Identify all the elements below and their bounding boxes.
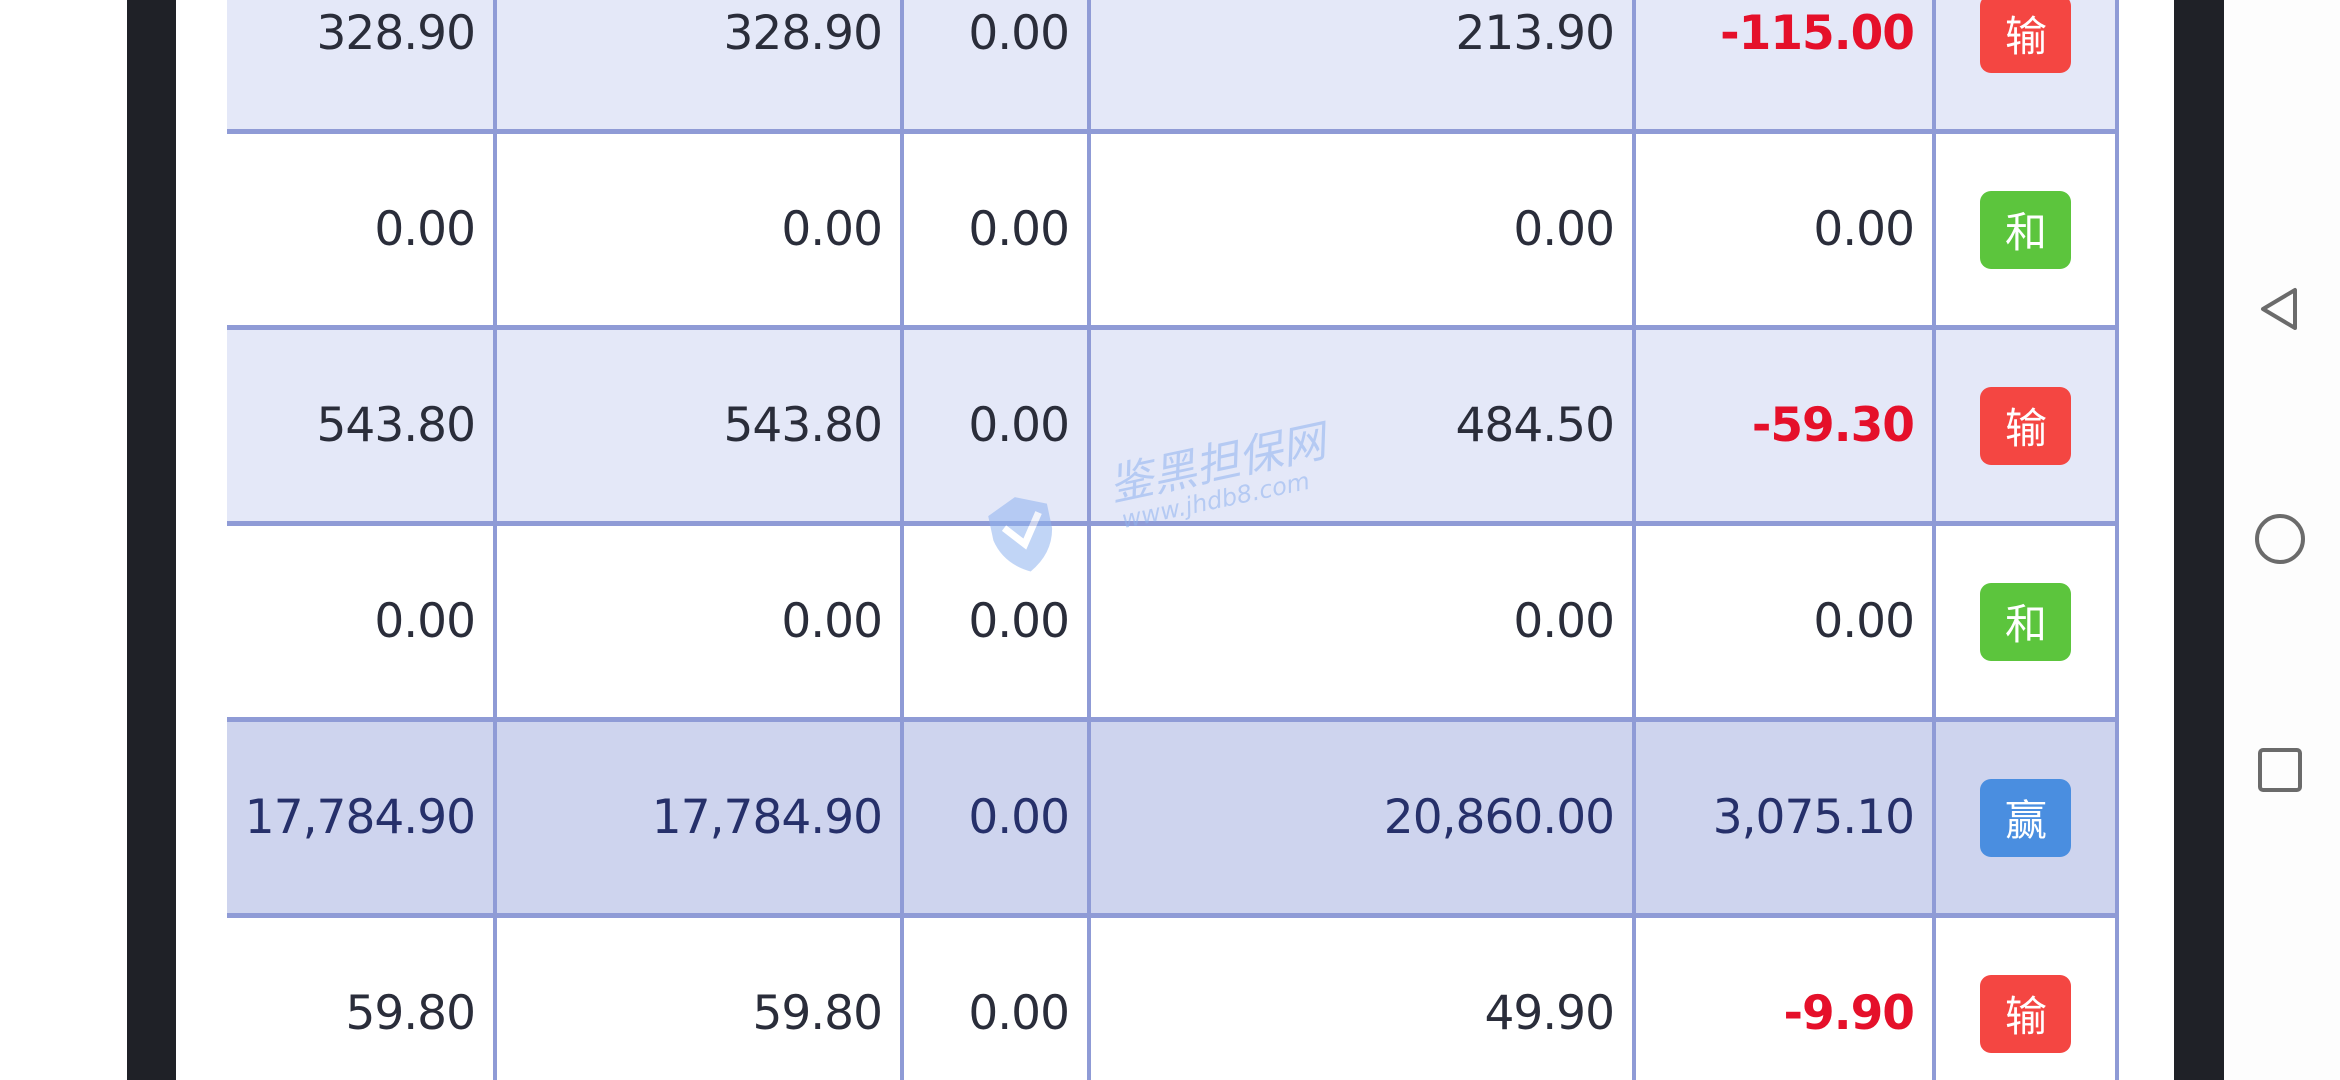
home-icon (2255, 514, 2305, 564)
table-cell: 328.90 (497, 0, 904, 129)
home-button[interactable] (2252, 511, 2308, 567)
table-row-total: 17,784.90 17,784.90 0.00 20,860.00 3,075.10 赢 (227, 722, 2119, 918)
recents-button[interactable] (2252, 742, 2308, 798)
back-button[interactable] (2252, 281, 2308, 337)
table-cell: 0.00 (904, 330, 1091, 521)
table-cell: 0.00 (1091, 526, 1636, 717)
table-cell: 0.00 (1091, 134, 1636, 325)
table-row: 328.90 328.90 0.00 213.90 -115.00 输 (227, 0, 2119, 134)
table-cell: 0.00 (1636, 134, 1936, 325)
result-badge-draw: 和 (1980, 190, 2071, 269)
table-cell: -9.90 (1636, 918, 1936, 1080)
table-cell: 49.90 (1091, 918, 1636, 1080)
table-cell: 328.90 (227, 0, 497, 129)
table-row: 543.80 543.80 0.00 484.50 -59.30 输 (227, 330, 2119, 526)
table-cell: 0.00 (904, 134, 1091, 325)
result-badge-draw: 和 (1980, 582, 2071, 661)
result-cell: 赢 (1936, 722, 2119, 913)
table-cell: -115.00 (1636, 0, 1936, 129)
system-navigation-bar (2224, 0, 2340, 1080)
table-cell: 0.00 (904, 0, 1091, 129)
back-icon (2261, 288, 2297, 330)
table-cell: 59.80 (227, 918, 497, 1080)
device-bezel-right (2174, 0, 2224, 1080)
table-cell: 0.00 (497, 134, 904, 325)
table-cell: 17,784.90 (497, 722, 904, 913)
table-cell: 59.80 (497, 918, 904, 1080)
table-row: 59.80 59.80 0.00 49.90 -9.90 输 (227, 918, 2119, 1080)
table-cell: 3,075.10 (1636, 722, 1936, 913)
table-cell: 0.00 (1636, 526, 1936, 717)
recents-icon (2258, 748, 2302, 792)
table-cell: 543.80 (497, 330, 904, 521)
result-cell: 和 (1936, 134, 2119, 325)
table-cell: 0.00 (227, 134, 497, 325)
result-cell: 和 (1936, 526, 2119, 717)
result-cell: 输 (1936, 918, 2119, 1080)
device-bezel-left (127, 0, 176, 1080)
table-row: 0.00 0.00 0.00 0.00 0.00 和 (227, 134, 2119, 330)
table-cell: 213.90 (1091, 0, 1636, 129)
result-cell: 输 (1936, 0, 2119, 129)
table-cell: 0.00 (904, 722, 1091, 913)
result-badge-lose: 输 (1980, 0, 2071, 73)
app-content: 328.90 328.90 0.00 213.90 -115.00 输 0.00 0.00 0.… (176, 0, 2174, 1080)
table-cell: 484.50 (1091, 330, 1636, 521)
table-cell: 543.80 (227, 330, 497, 521)
table-cell: 0.00 (497, 526, 904, 717)
result-badge-win: 赢 (1980, 778, 2071, 857)
table-cell: -59.30 (1636, 330, 1936, 521)
result-badge-lose: 输 (1980, 974, 2071, 1053)
table-row: 0.00 0.00 0.00 0.00 0.00 和 (227, 526, 2119, 722)
table-cell: 0.00 (227, 526, 497, 717)
table-cell: 0.00 (904, 918, 1091, 1080)
result-cell: 输 (1936, 330, 2119, 521)
table-cell: 20,860.00 (1091, 722, 1636, 913)
result-badge-lose: 输 (1980, 386, 2071, 465)
table-cell: 0.00 (904, 526, 1091, 717)
table-cell: 17,784.90 (227, 722, 497, 913)
